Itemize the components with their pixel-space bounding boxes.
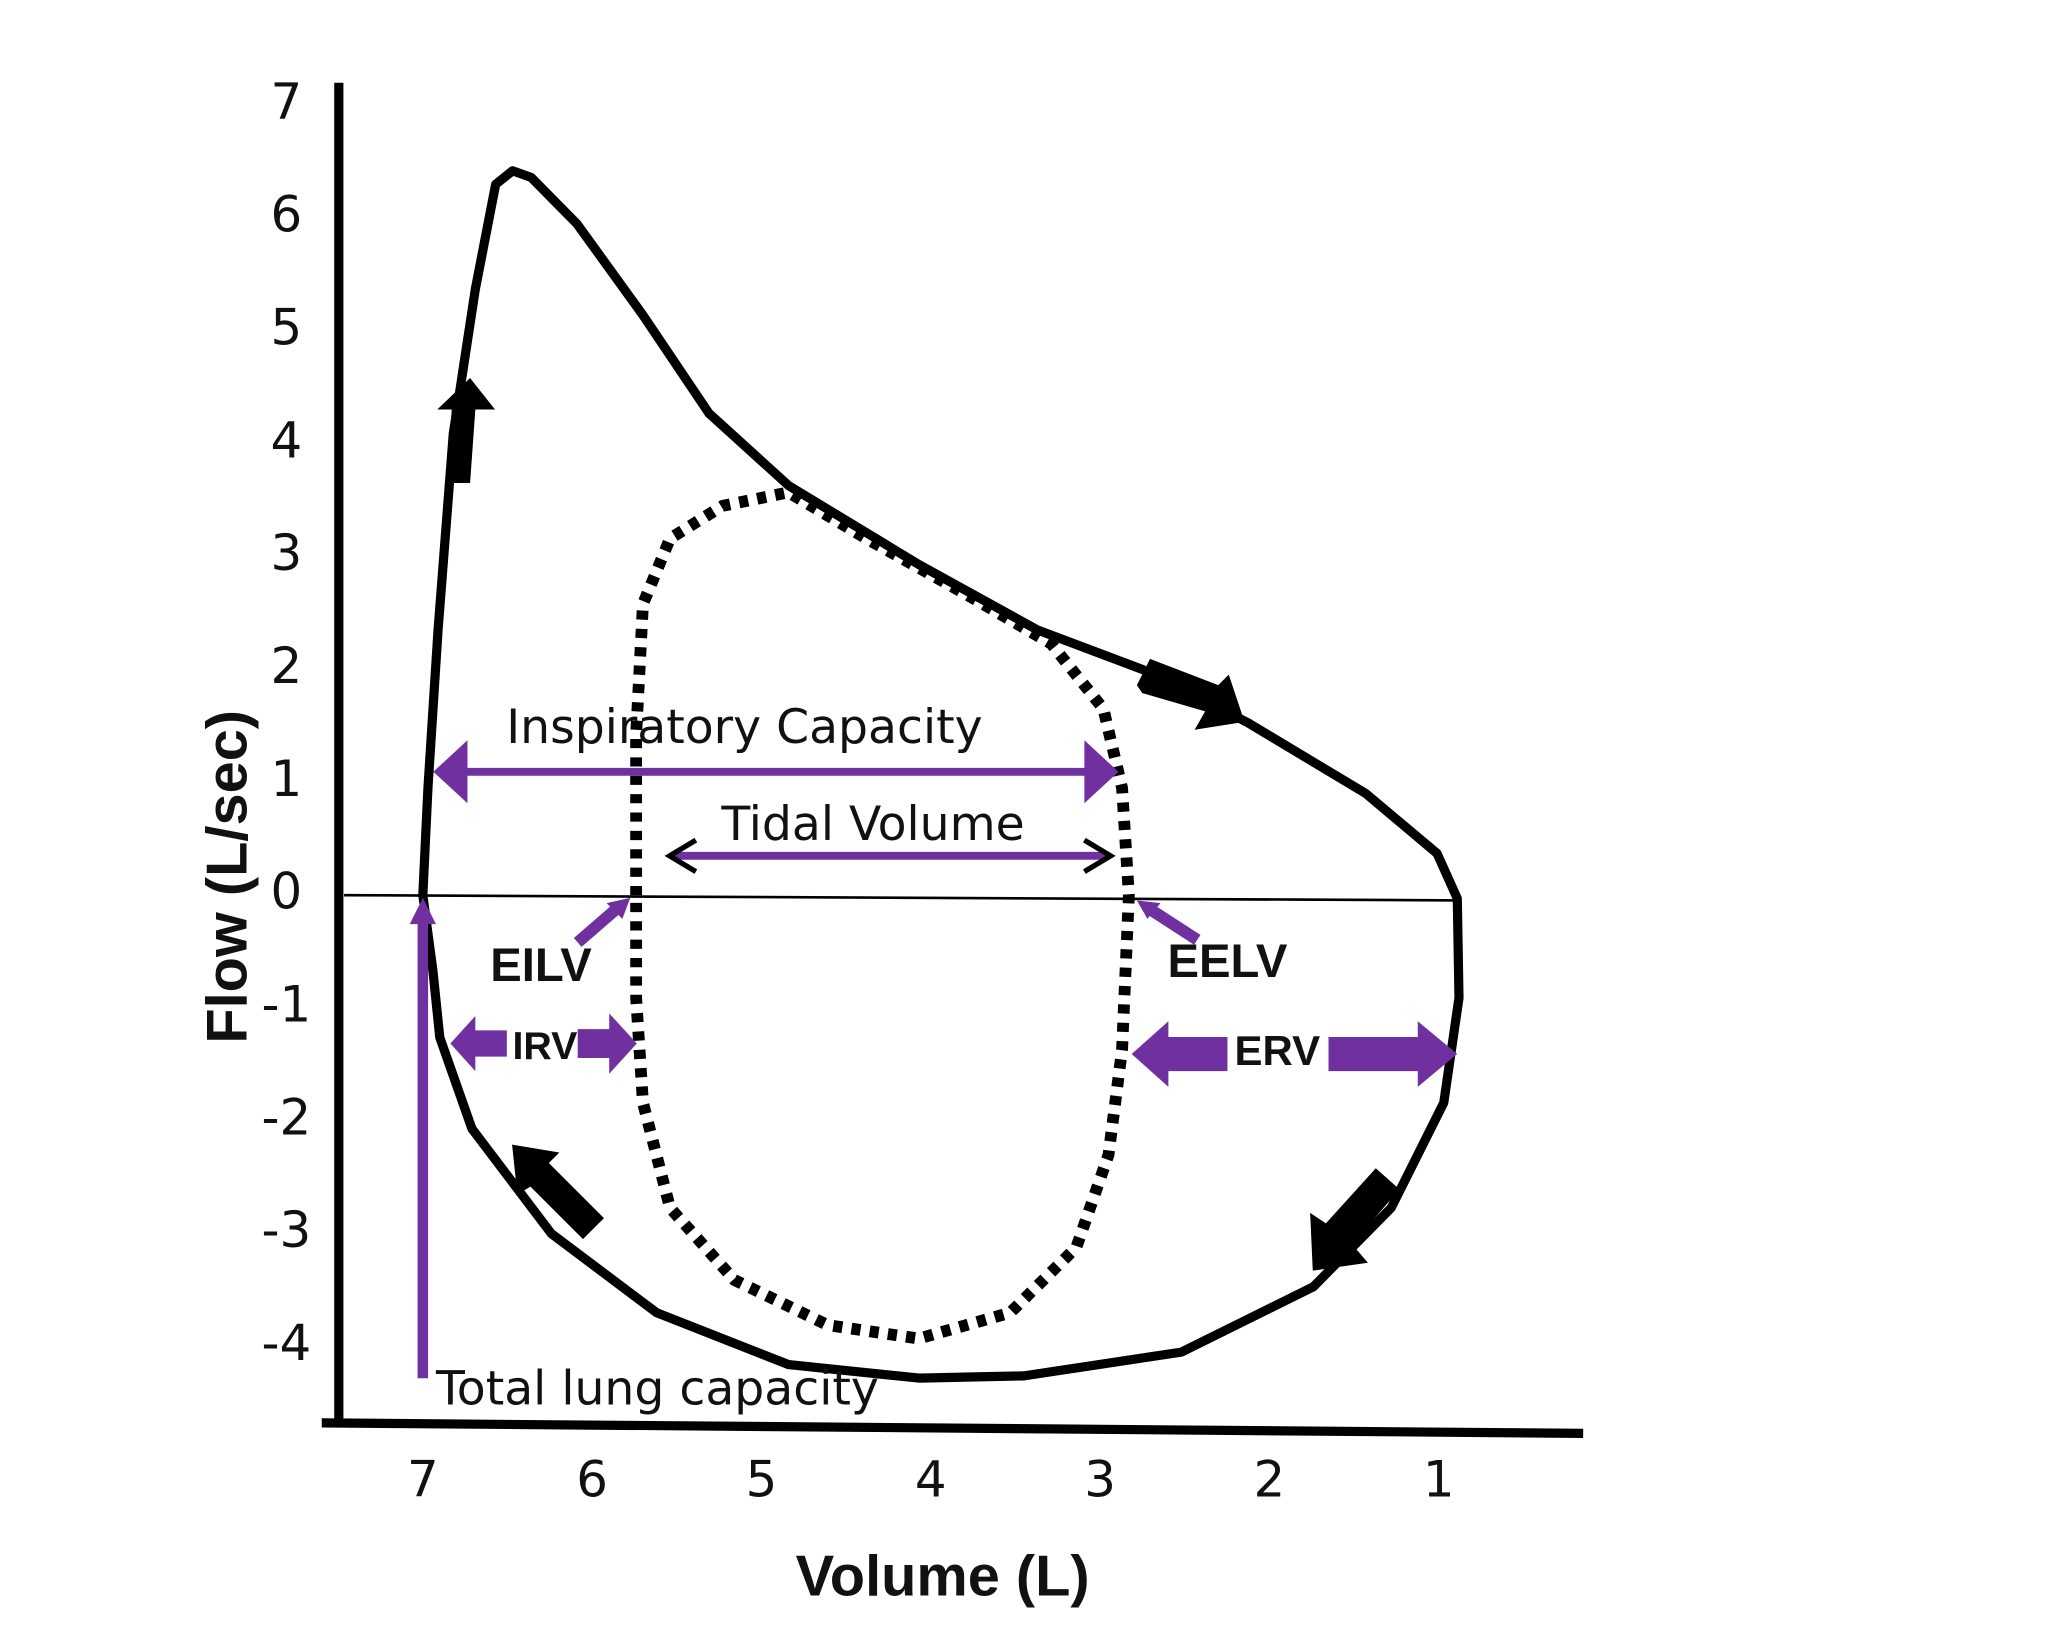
- annotation: IRV: [512, 1024, 577, 1068]
- direction-arrows: [437, 378, 1400, 1271]
- y-tick-label: -3: [261, 1201, 311, 1259]
- x-tick-label: 1: [1423, 1451, 1455, 1509]
- y-tick-label: 0: [270, 863, 302, 921]
- arrow-right: [1136, 658, 1245, 730]
- annotation-arrows: [409, 740, 1458, 1379]
- zero-line: [344, 893, 1460, 902]
- y-tick-label: 6: [270, 186, 302, 244]
- y-tick-label: -2: [261, 1088, 311, 1146]
- y-tick-label: 5: [270, 298, 302, 356]
- y-axis-title: Flow (L/sec): [195, 710, 259, 1044]
- x-tick-label: 5: [746, 1451, 778, 1509]
- x-tick-label: 6: [576, 1451, 608, 1509]
- arrowhead: [1084, 740, 1119, 804]
- x-tick-label: 3: [1084, 1451, 1116, 1509]
- annotation: Tidal Volume: [720, 797, 1024, 852]
- y-tick-label: 3: [270, 524, 302, 582]
- y-tick-label: 7: [270, 73, 302, 131]
- y-tick-label: 4: [270, 411, 302, 469]
- chevron: [1083, 837, 1116, 874]
- irv-right: [577, 1013, 637, 1074]
- arrowhead: [409, 897, 436, 925]
- tv-chevrons: [664, 837, 1116, 874]
- annotation: Total lung capacity: [435, 1361, 879, 1416]
- arrowhead: [606, 897, 631, 919]
- y-tick-label: -4: [261, 1314, 311, 1372]
- chevron: [664, 837, 698, 874]
- erv-left: [1131, 1021, 1228, 1087]
- annotation: ERV: [1235, 1027, 1321, 1074]
- loop-curve: [630, 486, 1135, 1345]
- arrowhead: [433, 740, 468, 804]
- erv-right: [1328, 1021, 1458, 1087]
- eilv-arrow: [573, 903, 621, 947]
- arrow-up: [437, 378, 496, 484]
- x-axis-title: Volume (L): [796, 1545, 1090, 1609]
- x-tick-label: 7: [407, 1451, 439, 1509]
- annotation: Inspiratory Capacity: [506, 700, 982, 755]
- annotation: EELV: [1167, 935, 1287, 988]
- irv-left: [450, 1015, 507, 1072]
- x-tick-label: 2: [1254, 1451, 1286, 1509]
- y-tick-label: -1: [261, 975, 311, 1033]
- arrowhead: [1136, 900, 1161, 919]
- arrow-up-left: [512, 1144, 604, 1240]
- arrow-down-left: [1310, 1168, 1400, 1271]
- y-tick-label: 1: [270, 750, 302, 808]
- annotation: EILV: [490, 939, 592, 992]
- eelv-arrow: [1149, 905, 1201, 945]
- x-tick-label: 4: [915, 1451, 947, 1509]
- x-axis: [321, 1418, 1584, 1438]
- loop-curve: [418, 166, 1464, 1383]
- y-tick-label: 2: [270, 637, 302, 695]
